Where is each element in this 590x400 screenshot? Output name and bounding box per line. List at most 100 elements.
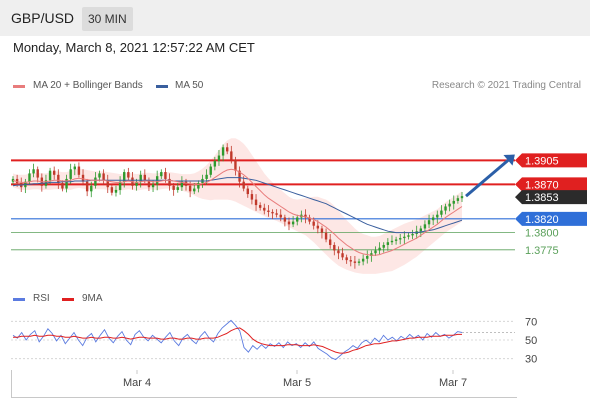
legend-ma20-label: MA 20 + Bollinger Bands — [33, 80, 143, 91]
credit-text: Research © 2021 Trading Central — [431, 80, 581, 91]
candle-body — [440, 210, 443, 215]
candle-body — [172, 185, 175, 190]
candle-body — [139, 174, 142, 182]
timeframe-button[interactable]: 30 MIN — [82, 7, 133, 31]
rsi-tick-50: 50 — [525, 335, 537, 347]
candle-body — [127, 172, 130, 178]
candle-body — [160, 172, 163, 177]
candle-body — [345, 257, 348, 261]
projection-arrow-head — [503, 154, 515, 166]
candle-body — [324, 232, 328, 240]
candle-body — [366, 255, 369, 259]
candle-body — [291, 221, 295, 225]
candle-body — [279, 214, 282, 218]
candle-body — [316, 225, 320, 229]
candle-body — [238, 170, 241, 182]
candle-body — [448, 203, 451, 207]
candle-body — [184, 181, 188, 186]
candle-body — [234, 159, 237, 171]
candle-body — [287, 221, 291, 225]
candle-body — [312, 221, 315, 226]
candle-body — [378, 247, 381, 251]
candle-body — [180, 181, 184, 188]
legend-ma50-swatch — [156, 85, 168, 88]
price-label-1.3800: 1.3800 — [525, 228, 559, 240]
candle-body — [151, 184, 155, 188]
candle-body — [349, 260, 352, 262]
candle-body — [73, 166, 76, 170]
legend-ma50-label: MA 50 — [175, 80, 204, 91]
price-label-1.3820-box — [515, 211, 587, 226]
candle-body — [407, 235, 410, 237]
price-label-1.3870: 1.3870 — [525, 179, 559, 191]
header-bar: GBP/USD 30 MIN — [0, 0, 590, 36]
candle-body — [90, 185, 93, 192]
candle-body — [242, 181, 245, 189]
candle-body — [333, 244, 336, 251]
candle-body — [296, 217, 299, 222]
candle-body — [283, 217, 287, 222]
x-tick-label: Mar 7 — [439, 377, 467, 389]
candle-body — [168, 178, 171, 186]
price-label-1.3905-box — [515, 153, 587, 168]
current-price-label-box — [515, 190, 587, 205]
candle-body — [94, 177, 97, 186]
candle-body — [452, 200, 455, 204]
candle-body — [427, 220, 431, 225]
candle-body — [77, 166, 81, 175]
x-tick-label: Mar 4 — [123, 377, 151, 389]
candle-body — [403, 236, 406, 239]
candle-body — [250, 194, 254, 200]
candle-body — [394, 239, 398, 241]
candle-body — [444, 206, 447, 211]
legend-rsi-ma-swatch — [62, 298, 74, 301]
candle-body — [370, 253, 373, 256]
candle-body — [304, 214, 307, 218]
candle-body — [226, 147, 229, 152]
candle-body — [263, 207, 266, 211]
candle-body — [48, 170, 52, 181]
ma50-line — [12, 177, 463, 234]
candle-body — [411, 233, 414, 236]
rsi-tick-70: 70 — [525, 316, 537, 328]
candle-body — [61, 183, 64, 189]
candle-body — [176, 187, 179, 190]
candle-body — [188, 185, 192, 192]
candle-body — [271, 211, 274, 214]
candle-body — [85, 181, 89, 192]
candle-body — [110, 187, 114, 193]
candle-body — [143, 174, 147, 181]
candle-body — [361, 258, 365, 262]
candle-body — [399, 238, 402, 240]
candle-body — [341, 253, 344, 258]
legend-rsi-label: RSI — [33, 293, 50, 304]
candle-body — [254, 199, 258, 206]
candle-body — [193, 188, 196, 192]
price-label-1.3905: 1.3905 — [525, 155, 559, 167]
candle-body — [205, 174, 208, 179]
candle-body — [460, 196, 464, 199]
timestamp: Monday, March 8, 2021 12:57:22 AM CET — [13, 40, 255, 55]
candle-body — [15, 178, 19, 184]
price-label-1.3820: 1.3820 — [525, 214, 559, 226]
rsi-tick-30: 30 — [525, 354, 537, 366]
candle-body — [213, 161, 217, 167]
candle-body — [98, 173, 101, 178]
current-price-label: 1.3853 — [525, 192, 559, 204]
candle-body — [419, 228, 423, 232]
candle-body — [52, 170, 56, 175]
candle-body — [106, 180, 109, 188]
candle-body — [328, 239, 332, 245]
bollinger-band — [13, 138, 462, 274]
candle-body — [390, 240, 394, 243]
candle-body — [217, 155, 221, 162]
symbol-label: GBP/USD — [11, 10, 75, 26]
candle-body — [337, 250, 340, 254]
candle-body — [431, 217, 435, 221]
candle-body — [423, 224, 427, 229]
ma20-line — [12, 168, 463, 256]
candle-body — [456, 198, 460, 201]
projection-arrow-shaft — [465, 159, 509, 198]
candle-body — [246, 188, 249, 195]
